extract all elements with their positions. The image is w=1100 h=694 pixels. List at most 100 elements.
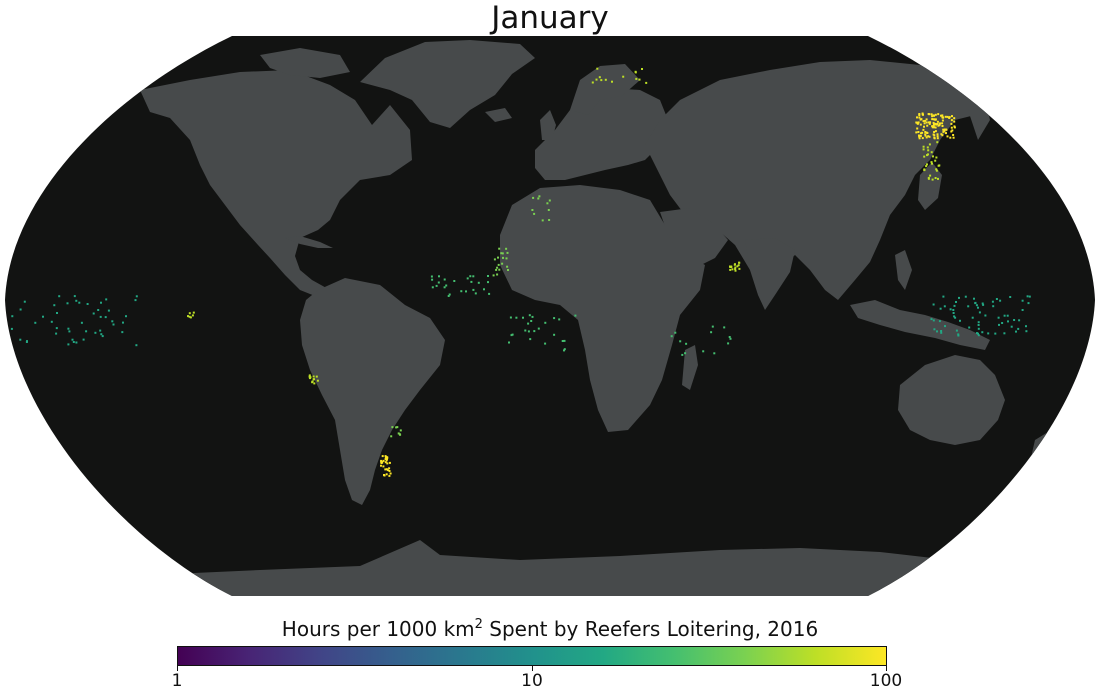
loitering-point [935,168,938,171]
loitering-point [931,118,934,121]
loitering-point [933,134,936,137]
loitering-point [926,124,929,127]
loitering-point [505,257,508,260]
loitering-point [934,118,937,121]
loitering-point [930,318,933,321]
loitering-point [591,81,594,84]
loitering-point [563,348,566,351]
loitering-point [992,305,995,308]
loitering-points [10,67,1031,477]
loitering-point [381,461,384,464]
loitering-point [67,343,70,346]
loitering-point [922,148,925,151]
loitering-point [530,320,533,322]
loitering-point [952,136,955,139]
loitering-point [483,288,485,291]
loitering-point [933,137,936,140]
iceland [485,108,512,122]
loitering-point [941,122,944,125]
loitering-point [738,267,741,270]
loitering-point [501,262,504,265]
loitering-point [635,77,638,80]
loitering-point [925,121,928,124]
loitering-point [472,288,475,291]
loitering-point [940,114,942,117]
loitering-point [431,278,434,281]
loitering-point [925,136,928,139]
loitering-point [964,295,967,298]
loitering-point [934,130,937,133]
loitering-point [66,302,69,305]
loitering-point [921,137,924,140]
loitering-point [453,280,456,282]
loitering-point [685,342,688,345]
loitering-point [532,196,535,199]
loitering-point [928,122,931,125]
loitering-point [465,290,467,293]
loitering-point [924,119,927,122]
loitering-point [443,278,446,281]
loitering-point [474,292,477,295]
colorbar-tick-1 [532,666,533,671]
loitering-point [11,315,14,318]
loitering-point [944,325,946,328]
loitering-point [941,119,944,122]
loitering-point [991,300,994,303]
europe [535,88,670,180]
loitering-point [529,338,532,341]
loitering-point [1025,330,1028,333]
loitering-point [927,135,930,138]
loitering-point [946,115,949,118]
loitering-point [1028,295,1031,298]
loitering-point [943,128,946,131]
loitering-point [943,129,946,132]
loitering-point [311,380,314,383]
loitering-point [501,252,504,255]
loitering-point [923,122,926,125]
loitering-point [544,342,547,345]
loitering-point [923,155,926,158]
loitering-point [312,378,315,381]
loitering-point [527,330,530,333]
loitering-point [73,295,76,298]
colorbar-label-main: Hours per 1000 km [281,617,475,641]
loitering-point [75,341,78,344]
loitering-point [188,312,191,315]
loitering-point [918,134,921,137]
loitering-point [1021,309,1024,311]
loitering-point [191,314,194,317]
loitering-point [431,286,434,289]
loitering-point [937,113,940,116]
madagascar [682,345,698,390]
loitering-point [987,332,990,335]
loitering-point [933,131,936,133]
loitering-point [952,309,955,311]
loitering-point [927,149,930,152]
loitering-point [922,128,925,131]
loitering-point [97,309,100,311]
colorbar-tick-label-0: 1 [171,671,183,691]
loitering-point [68,330,71,333]
loitering-point [385,459,388,462]
loitering-point [953,120,956,123]
colorbar-tick-label-1: 10 [521,671,543,691]
loitering-point [942,295,945,298]
loitering-point [918,114,921,117]
loitering-point [546,202,549,205]
loitering-point [931,162,933,165]
loitering-point [1006,314,1009,317]
loitering-point [918,137,921,140]
loitering-point [382,465,385,468]
loitering-point [916,122,919,125]
loitering-point [638,78,641,81]
loitering-point [929,121,932,124]
loitering-point [1007,320,1009,323]
loitering-point [737,264,740,267]
loitering-point [944,115,947,118]
loitering-point [918,116,921,119]
loitering-point [945,132,947,135]
loitering-point [936,135,939,138]
loitering-point [932,124,935,127]
loitering-point [940,133,943,136]
loitering-point [733,263,736,266]
